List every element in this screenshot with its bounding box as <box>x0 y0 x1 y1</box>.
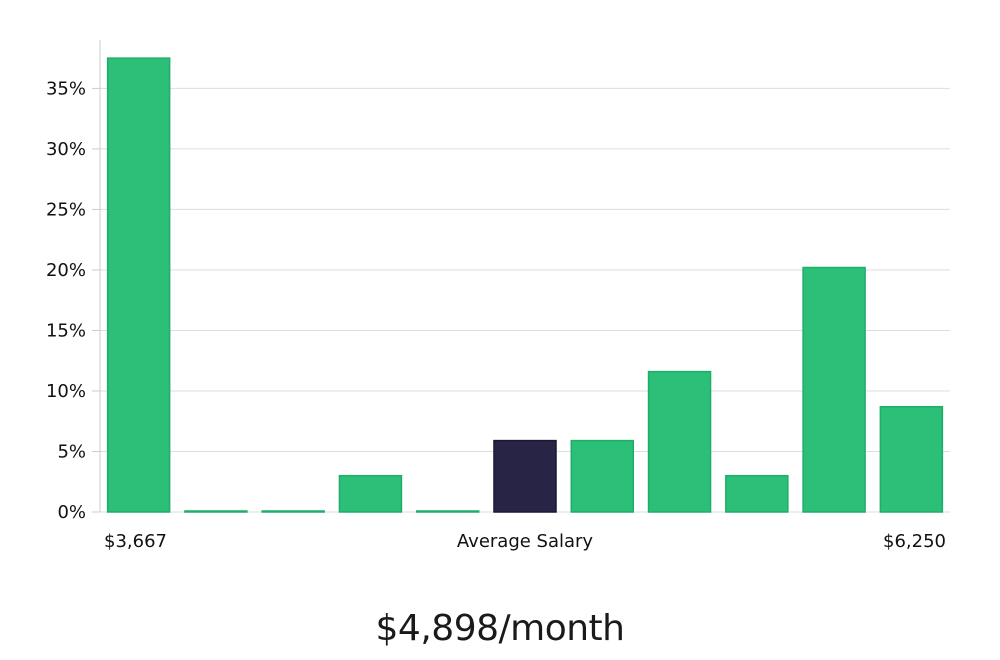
x-min-label: $3,667 <box>104 531 167 552</box>
x-axis-title: Average Salary <box>457 531 594 552</box>
y-tick-label: 25% <box>46 199 86 220</box>
y-tick-label: 30% <box>46 139 86 160</box>
bar <box>261 510 325 513</box>
bar <box>802 266 866 513</box>
y-axis-ticks: 0% 5% 10% 15% 20% 25% 30% 35% <box>46 78 100 523</box>
y-tick-label: 35% <box>46 78 86 99</box>
x-max-label: $6,250 <box>883 531 946 552</box>
y-tick-label: 0% <box>57 502 86 523</box>
bar <box>338 474 403 513</box>
bar <box>647 370 712 513</box>
bar <box>415 510 480 513</box>
y-tick-label: 5% <box>57 441 86 462</box>
y-tick-label: 20% <box>46 260 86 281</box>
chart-svg: 0% 5% 10% 15% 20% 25% 30% 35% $3,667 Average Sa… <box>46 40 950 552</box>
average-salary-value: $4,898/month <box>375 608 625 649</box>
bar <box>879 405 944 513</box>
bar <box>725 474 789 513</box>
grid-layer <box>100 87 950 513</box>
bar <box>570 439 635 513</box>
bar <box>184 510 248 513</box>
y-tick-label: 10% <box>46 381 86 402</box>
y-tick-label: 15% <box>46 320 86 341</box>
bar-highlighted <box>493 439 557 513</box>
salary-histogram: 0% 5% 10% 15% 20% 25% 30% 35% $3,667 Average Sa… <box>46 40 950 552</box>
bar-layer <box>106 57 944 513</box>
bar <box>106 57 171 513</box>
